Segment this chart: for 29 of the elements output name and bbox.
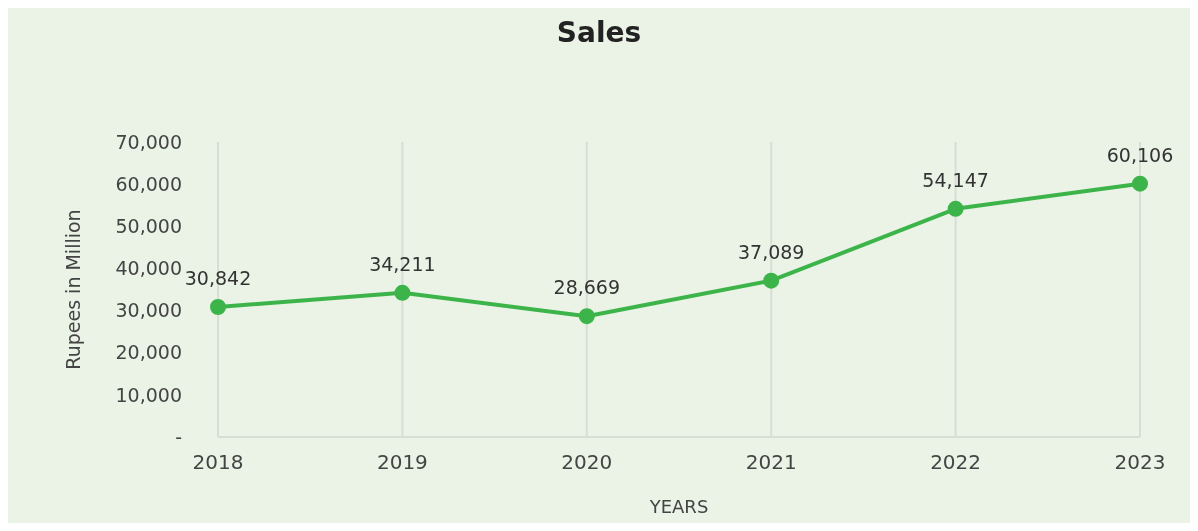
x-tick-label: 2020 — [561, 450, 613, 475]
point — [394, 284, 411, 301]
y-tick-label: 60,000 — [115, 172, 182, 195]
y-tick-label: 10,000 — [115, 383, 182, 406]
y-tick-label: 30,000 — [115, 299, 182, 322]
y-tick-label: 40,000 — [115, 257, 182, 280]
data-label: 30,842 — [184, 267, 252, 290]
data-label: 37,089 — [737, 240, 805, 263]
chart-title: Sales — [555, 16, 643, 49]
y-tick-label: - — [175, 425, 182, 448]
x-axis-title: YEARS — [648, 496, 709, 517]
data-label: 60,106 — [1106, 143, 1174, 166]
point — [763, 272, 780, 289]
y-tick-label: 50,000 — [115, 215, 182, 238]
y-tick-label: 20,000 — [115, 341, 182, 364]
point — [947, 200, 964, 217]
x-tick-label: 2018 — [192, 450, 244, 475]
point — [210, 299, 226, 316]
x-tick-label: 2023 — [1114, 450, 1166, 475]
data-label: 28,669 — [553, 276, 621, 299]
point — [1132, 175, 1148, 192]
x-tick-label: 2022 — [930, 450, 982, 475]
y-tick-label: 70,000 — [115, 130, 182, 153]
point — [578, 308, 595, 325]
x-tick-label: 2021 — [745, 450, 797, 475]
data-label: 54,147 — [922, 168, 989, 191]
x-tick-label: 2019 — [376, 450, 428, 475]
y-axis-title: Rupees in Million — [61, 209, 84, 370]
data-label: 34,211 — [369, 252, 436, 275]
